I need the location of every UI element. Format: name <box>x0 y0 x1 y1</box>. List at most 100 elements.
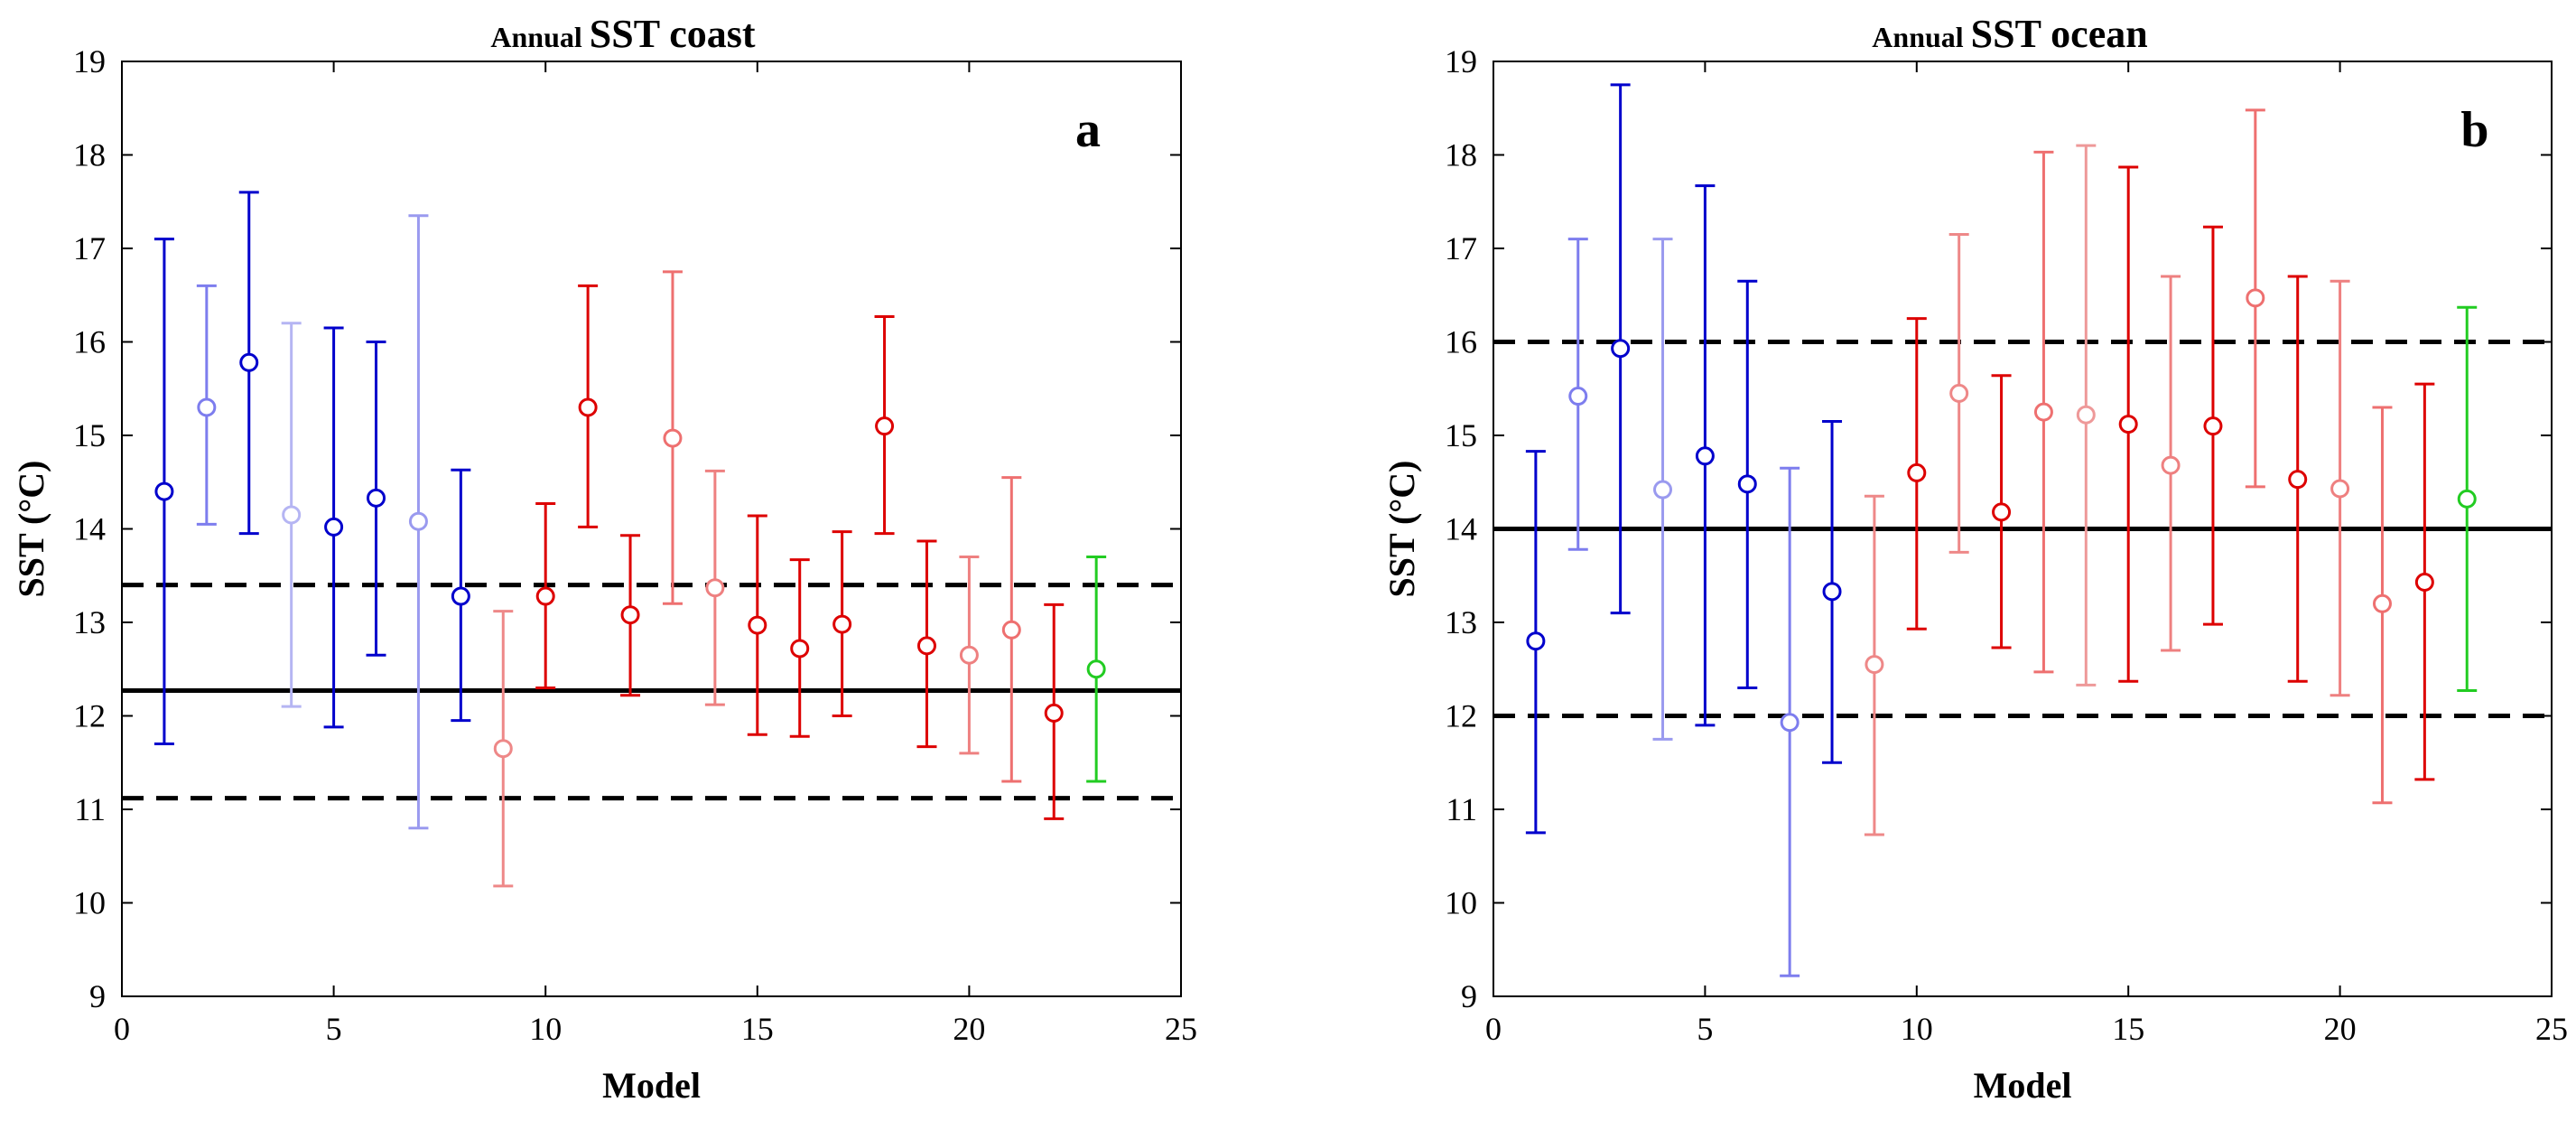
y-tick-label: 14 <box>73 511 106 547</box>
data-point-22 <box>2414 382 2435 781</box>
y-tick-label: 10 <box>73 885 106 921</box>
data-point-23 <box>1086 556 1107 783</box>
mean-marker <box>578 397 598 417</box>
data-point-12 <box>620 534 641 697</box>
data-point-3 <box>1610 83 1631 615</box>
mean-marker <box>535 586 555 606</box>
mean-marker <box>1044 703 1064 723</box>
data-point-12 <box>1991 374 2012 649</box>
data-point-6 <box>1737 279 1758 689</box>
mean-marker <box>408 511 428 531</box>
mean-marker <box>1780 713 1799 733</box>
chart-panel-a: 9 10 11 12 13 14 15 16 17 18 19 0 5 10 15 20 25 a Annual S… <box>11 12 1197 1106</box>
y-tick-label: 16 <box>1445 324 1477 360</box>
y-tick-label: 18 <box>73 137 106 173</box>
chart-title: Annual SST ocean <box>1872 12 2147 56</box>
x-tick-label: 15 <box>2112 1011 2144 1047</box>
mean-marker <box>197 397 217 417</box>
mean-marker <box>790 639 810 659</box>
x-tick-label: 25 <box>2535 1011 2568 1047</box>
chart-title-main: SST ocean <box>1971 12 2148 56</box>
data-point-22 <box>1044 603 1065 820</box>
data-point-2 <box>196 284 217 526</box>
data-point-13 <box>662 270 683 605</box>
mean-marker <box>663 428 683 448</box>
y-tick-label: 13 <box>73 604 106 640</box>
x-tick-label: 20 <box>2324 1011 2357 1047</box>
data-point-16 <box>789 558 810 738</box>
mean-marker <box>1949 383 1969 403</box>
mean-marker <box>1001 620 1021 640</box>
data-point-15 <box>2118 165 2139 683</box>
data-point-1 <box>1525 450 1546 835</box>
data-point-5 <box>1695 184 1716 727</box>
y-tick-label: 16 <box>73 324 106 360</box>
data-point-17 <box>2202 225 2223 626</box>
x-tick-label: 10 <box>1901 1011 1933 1047</box>
y-tick-label: 12 <box>1445 698 1477 734</box>
mean-marker <box>324 517 344 537</box>
x-axis-title: Model <box>1974 1065 2072 1106</box>
data-point-14 <box>704 469 725 706</box>
data-point-4 <box>1652 238 1673 741</box>
mean-marker <box>2288 470 2308 490</box>
x-tick-label: 10 <box>529 1011 562 1047</box>
data-point-18 <box>874 315 895 536</box>
data-point-4 <box>281 322 302 708</box>
mean-marker <box>1568 387 1588 406</box>
y-tick-label: 15 <box>1445 417 1477 453</box>
data-point-20 <box>2330 279 2350 697</box>
data-point-14 <box>2076 144 2097 687</box>
mean-marker <box>1526 631 1546 651</box>
x-tick-label: 25 <box>1165 1011 1197 1047</box>
data-point-8 <box>451 468 471 723</box>
y-tick-label: 17 <box>73 230 106 266</box>
mean-marker <box>1653 480 1673 500</box>
y-tick-label: 18 <box>1445 137 1477 173</box>
x-axis-title: Model <box>602 1065 701 1106</box>
mean-marker <box>2118 415 2138 434</box>
chart-b-svg: 9 10 11 12 13 14 15 16 17 18 19 0 5 10 15 20 25 b Annual S… <box>1381 12 2568 1106</box>
mean-marker <box>2414 572 2434 592</box>
data-point-17 <box>832 530 852 717</box>
mean-marker <box>2203 416 2223 436</box>
mean-marker <box>959 645 979 665</box>
y-tick-label: 19 <box>73 43 106 79</box>
mean-marker <box>282 505 302 525</box>
data-point-7 <box>408 214 429 830</box>
x-tick-label: 20 <box>953 1011 985 1047</box>
data-point-16 <box>2161 275 2181 652</box>
mean-marker <box>1086 659 1106 679</box>
data-point-19 <box>2287 275 2308 683</box>
mean-marker <box>1611 339 1631 359</box>
y-tick-label: 17 <box>1445 230 1477 266</box>
mean-marker <box>154 481 174 501</box>
data-point-23 <box>2457 305 2478 693</box>
x-tick-label: 0 <box>114 1011 130 1047</box>
plot-frame <box>121 61 1182 997</box>
y-tick-label: 15 <box>73 417 106 453</box>
panel-letter: b <box>2460 102 2488 158</box>
chart-title-main: SST coast <box>590 12 756 56</box>
data-point-11 <box>578 284 599 528</box>
mean-marker <box>2076 405 2096 425</box>
data-point-10 <box>535 502 556 689</box>
data-point-10 <box>1906 317 1927 631</box>
data-point-9 <box>493 610 514 888</box>
data-point-3 <box>238 191 259 536</box>
panel-letter: a <box>1075 102 1101 158</box>
x-tick-label: 5 <box>1697 1011 1713 1047</box>
mean-marker <box>748 615 767 635</box>
mean-marker <box>2372 593 2392 613</box>
y-axis-title: SST (°C) <box>11 461 51 598</box>
data-point-21 <box>2372 406 2393 805</box>
mean-marker <box>493 739 513 759</box>
mean-marker <box>1822 582 1842 602</box>
mean-marker <box>2457 489 2477 509</box>
mean-marker <box>832 614 852 634</box>
mean-marker <box>1865 655 1884 675</box>
y-tick-label: 11 <box>74 791 106 827</box>
chart-a-svg: 9 10 11 12 13 14 15 16 17 18 19 0 5 10 15 20 25 a Annual S… <box>11 12 1197 1106</box>
mean-marker <box>2033 402 2053 422</box>
x-tick-label: 5 <box>326 1011 342 1047</box>
